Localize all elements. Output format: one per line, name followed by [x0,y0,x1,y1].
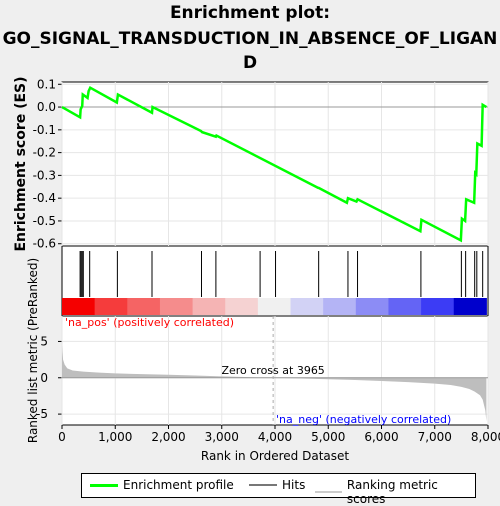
es-ytick-label: -0.1 [33,123,56,137]
legend-metric-label: Ranking metric scores [346,478,438,506]
legend: Enrichment profile Hits Ranking metric s… [81,473,476,506]
legend-item-es: Enrichment profile [90,478,234,492]
rank-gradient-segment [192,298,226,315]
metric-xtick-label: 1,000 [98,430,132,444]
rank-gradient-segment [127,298,161,315]
neg-label: 'na_neg' (negatively correlated) [276,413,451,426]
legend-hits-swatch [249,484,277,486]
es-ytick-label: -0.5 [33,214,56,228]
metric-ylabel: Ranked list metric (PreRanked) [26,258,40,443]
chart-title-line-2: GO_SIGNAL_TRANSDUCTION_IN_ABSENCE_OF_LIG… [2,29,498,49]
rank-gradient-segment [323,298,357,315]
metric-ytick-label: 5 [40,334,48,348]
zero-cross-label: Zero cross at 3965 [221,364,324,377]
chart-title-line-3: D [242,53,258,73]
legend-es-label: Enrichment profile [123,478,234,492]
es-ytick-label: -0.2 [33,146,56,160]
pos-label: 'na_pos' (positively correlated) [65,316,234,329]
rank-gradient-segment [290,298,324,315]
es-ytick-label: 0.1 [37,77,56,91]
metric-xtick-label: 8,000 [471,430,500,444]
rank-gradient-segment [159,298,194,315]
rank-gradient-segment [225,298,259,315]
chart-title-line-1: Enrichment plot: [169,3,331,23]
legend-es-swatch [90,483,118,487]
legend-hits-label: Hits [282,478,306,492]
metric-xtick-label: 7,000 [418,430,452,444]
metric-ytick-label: 0 [40,371,48,385]
legend-metric-swatch [315,491,342,493]
metric-xtick-label: 5,000 [311,430,345,444]
rank-gradient-segment [388,298,422,315]
es-ytick-label: -0.4 [33,191,56,205]
legend-item-hits: Hits [249,478,305,492]
rank-gradient-segment [421,298,455,315]
metric-xlabel: Rank in Ordered Dataset [201,449,349,463]
metric-xtick-label: 6,000 [364,430,398,444]
rank-gradient-segment [94,298,128,315]
es-ytick-label: 0.0 [37,100,56,114]
es-ylabel: Enrichment score (ES) [13,76,29,251]
metric-xtick-label: 0 [58,430,66,444]
metric-xtick-label: 3,000 [205,430,239,444]
legend-item-metric: Ranking metric scores [315,478,475,506]
rank-gradient-segment [355,298,389,315]
es-ytick-label: -0.3 [33,168,56,182]
rank-gradient-segment [257,298,292,315]
metric-xtick-label: 2,000 [151,430,185,444]
rank-gradient-segment [62,298,96,315]
metric-xtick-label: 4,000 [258,430,292,444]
es-line [61,85,488,243]
metric-ytick-label: -5 [36,407,48,421]
rank-gradient-segment [453,298,487,315]
es-ytick-label: -0.6 [33,237,56,251]
